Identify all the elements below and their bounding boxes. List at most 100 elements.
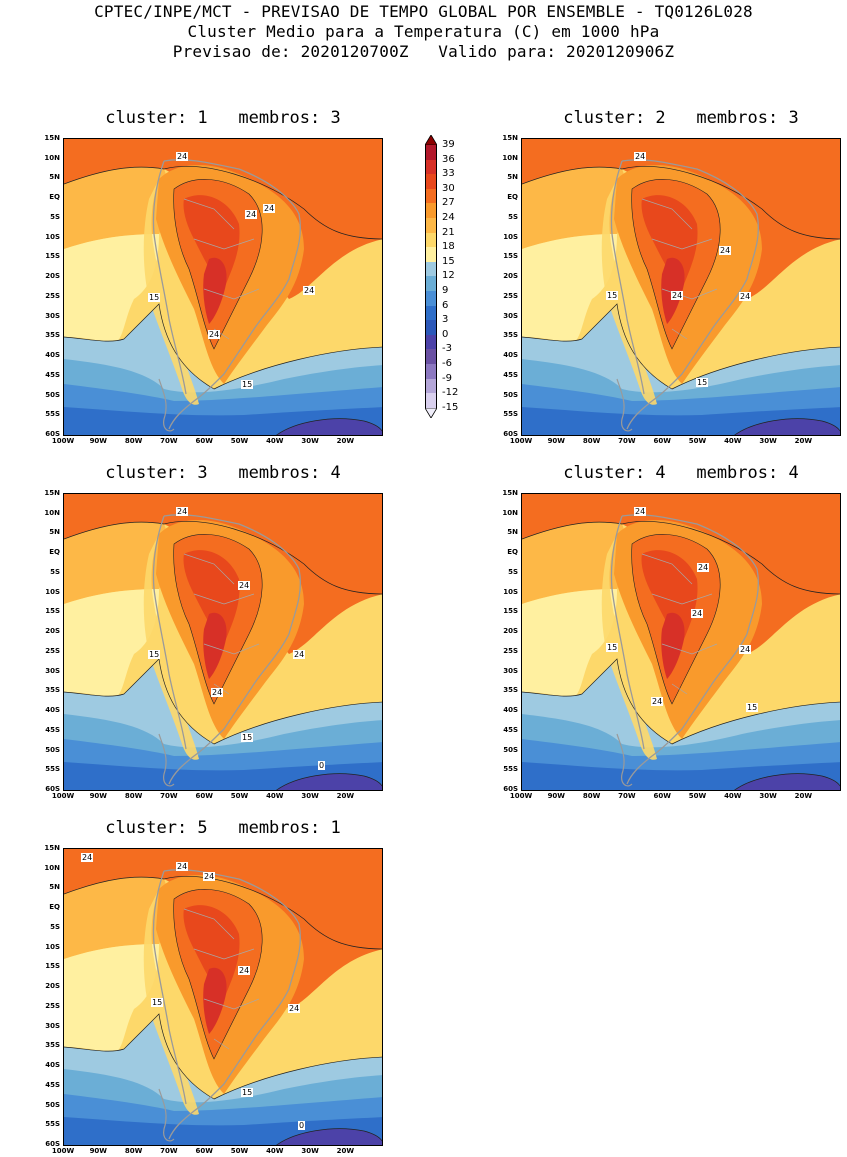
- colorbar-level-label: 15: [442, 255, 455, 267]
- colorbar-segment: [425, 159, 437, 175]
- contour-label: 24: [176, 862, 189, 871]
- contour-label: 24: [697, 563, 710, 572]
- latitude-tick-label: 45S: [503, 725, 518, 734]
- latitude-tick-label: EQ: [507, 548, 518, 557]
- longitude-tick-label: 90W: [547, 437, 566, 445]
- latitude-tick-label: 50S: [503, 390, 518, 399]
- longitude-tick-label: 60W: [195, 1147, 213, 1155]
- forecast-dates: Previsao de: 2020120700Z Valido para: 20…: [172, 42, 675, 61]
- longitude-tick-label: 30W: [759, 437, 777, 445]
- temperature-map: [521, 493, 841, 791]
- latitude-tick-label: 5N: [49, 883, 60, 892]
- latitude-tick-label: EQ: [49, 548, 60, 557]
- longitude-tick-label: 60W: [653, 792, 671, 800]
- temperature-map: [63, 493, 383, 791]
- latitude-tick-label: 20S: [503, 627, 518, 636]
- colorbar-level-label: -15: [442, 401, 459, 413]
- longitude-tick-label: 70W: [160, 792, 178, 800]
- latitude-tick-label: 20S: [503, 272, 518, 281]
- contour-label: 15: [241, 733, 254, 742]
- longitude-tick-label: 50W: [230, 792, 249, 800]
- latitude-tick-label: 10N: [502, 508, 518, 517]
- longitude-tick-label: 100W: [51, 1147, 75, 1155]
- contour-label: 24: [288, 1004, 301, 1013]
- latitude-tick-label: 30S: [503, 311, 518, 320]
- colorbar-bottom-arrow: [425, 407, 437, 418]
- latitude-tick-label: 10S: [503, 587, 518, 596]
- contour-label: 15: [606, 643, 619, 652]
- latitude-tick-label: 35S: [45, 1041, 60, 1050]
- colorbar-segment: [425, 218, 437, 234]
- latitude-tick-label: 40S: [503, 351, 518, 360]
- contour-label: 15: [148, 650, 161, 659]
- latitude-tick-label: 10N: [44, 508, 60, 517]
- latitude-tick-label: 15N: [502, 134, 518, 142]
- latitude-tick-label: 50S: [45, 1100, 60, 1109]
- latitude-tick-label: 35S: [503, 686, 518, 695]
- colorbar-level-label: -12: [442, 387, 459, 399]
- colorbar-level-label: 0: [442, 328, 449, 340]
- latitude-tick-label: 5S: [508, 212, 518, 221]
- latitude-tick-label: 15S: [503, 252, 518, 261]
- colorbar-segment: [425, 174, 437, 190]
- colorbar-segment: [425, 145, 437, 161]
- longitude-tick-label: 90W: [89, 1147, 108, 1155]
- latitude-tick-label: 15N: [44, 489, 60, 497]
- latitude-tick-label: 5N: [49, 173, 60, 182]
- latitude-tick-label: 55S: [45, 410, 60, 419]
- colorbar-level-label: 30: [442, 182, 455, 194]
- contour-label: 24: [739, 292, 752, 301]
- longitude-tick-label: 50W: [688, 437, 707, 445]
- latitude-tick-label: 55S: [45, 765, 60, 774]
- contour-label: 15: [241, 380, 254, 389]
- longitude-tick-label: 60W: [653, 437, 671, 445]
- latitude-tick-label: 45S: [45, 370, 60, 379]
- colorbar-level-label: 24: [442, 212, 455, 223]
- longitude-tick-label: 100W: [51, 792, 75, 800]
- colorbar-segment: [425, 232, 437, 248]
- longitude-tick-label: 90W: [89, 792, 108, 800]
- latitude-tick-label: 20S: [45, 272, 60, 281]
- colorbar-level-label: 36: [442, 153, 455, 165]
- longitude-tick-label: 40W: [266, 792, 284, 800]
- latitude-tick-label: 50S: [45, 745, 60, 754]
- colorbar-level-label: 9: [442, 285, 449, 296]
- latitude-tick-label: 55S: [503, 410, 518, 419]
- colorbar-level-label: 18: [442, 241, 455, 253]
- latitude-tick-label: 35S: [45, 686, 60, 695]
- contour-label: 15: [148, 293, 161, 302]
- longitude-tick-label: 80W: [124, 792, 143, 800]
- colorbar-level-label: 6: [442, 299, 449, 311]
- longitude-tick-label: 70W: [618, 437, 636, 445]
- contour-label: 15: [606, 291, 619, 300]
- contour-label: 24: [208, 330, 221, 339]
- latitude-tick-label: 15N: [502, 489, 518, 497]
- contour-label: 24: [651, 697, 664, 706]
- panel-title: cluster: 4 membros: 4: [563, 463, 799, 483]
- contour-label: 24: [303, 286, 316, 295]
- longitude-tick-label: 70W: [160, 1147, 178, 1155]
- contour-label: 24: [238, 966, 251, 975]
- contour-label: 15: [241, 1088, 254, 1097]
- longitude-tick-label: 80W: [582, 437, 601, 445]
- colorbar-level-label: 33: [442, 168, 455, 180]
- longitude-tick-label: 80W: [124, 437, 143, 445]
- colorbar-segment: [425, 305, 437, 321]
- panel-title: cluster: 5 membros: 1: [105, 818, 341, 838]
- latitude-tick-label: 50S: [503, 745, 518, 754]
- colorbar-segment: [425, 364, 437, 380]
- contour-label: 24: [203, 872, 216, 881]
- longitude-tick-label: 30W: [759, 792, 777, 800]
- latitude-tick-label: 60S: [45, 1140, 60, 1148]
- contour-label: 15: [151, 998, 164, 1007]
- latitude-tick-label: 5S: [50, 212, 60, 221]
- latitude-tick-label: 45S: [45, 1080, 60, 1089]
- longitude-tick-label: 40W: [724, 792, 742, 800]
- latitude-tick-label: 60S: [45, 785, 60, 793]
- latitude-tick-label: 30S: [45, 1021, 60, 1030]
- longitude-tick-label: 100W: [509, 792, 533, 800]
- latitude-tick-label: 20S: [45, 627, 60, 636]
- latitude-tick-label: 50S: [45, 390, 60, 399]
- latitude-tick-label: 15N: [44, 134, 60, 142]
- colorbar-level-label: -6: [442, 358, 452, 369]
